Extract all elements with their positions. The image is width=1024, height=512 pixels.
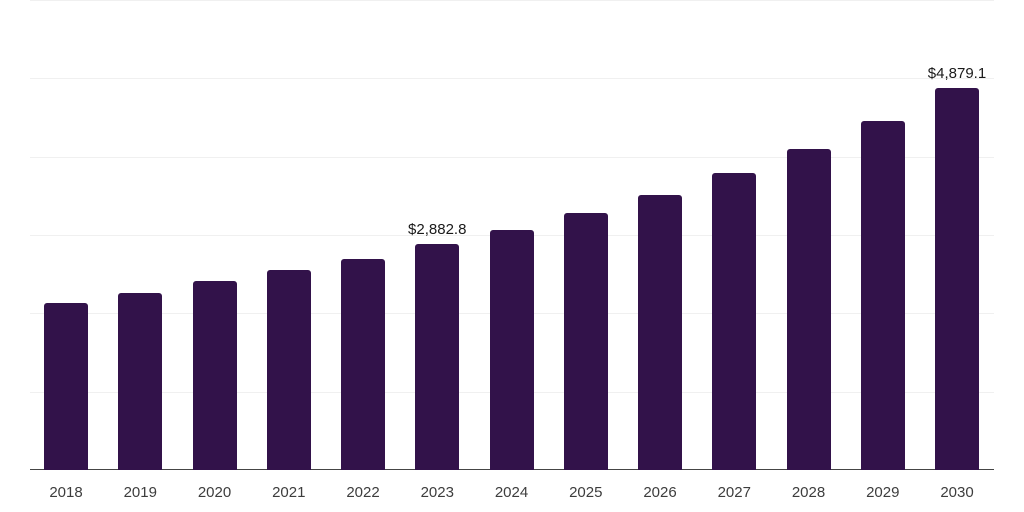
gridline-5000 [30, 78, 994, 80]
bar-2029 [860, 121, 905, 470]
x-tick-2021: 2021 [272, 484, 306, 501]
bar-2021 [266, 269, 311, 470]
x-axis-labels: 2018 2019 2020 2021 2022 2023 2024 2025 2026 2027… [0, 480, 1024, 512]
x-tick-2024: 2024 [494, 484, 529, 501]
bar-2028 [786, 148, 831, 470]
x-tick-2019: 2019 [123, 484, 157, 501]
gridline-6000 [30, 0, 994, 1]
x-tick-2022: 2022 [346, 484, 380, 501]
x-tick-2029: 2029 [866, 484, 900, 501]
x-tick-2025: 2025 [569, 484, 603, 501]
bar-2023 [415, 244, 460, 470]
x-tick-2018: 2018 [49, 484, 83, 501]
x-tick-2023: 2023 [420, 484, 454, 501]
x-tick-2030: 2030 [940, 484, 974, 501]
bar-2018 [44, 302, 88, 470]
value-label-2023: $2,882.8 [408, 221, 467, 239]
gridline-4000 [30, 156, 994, 158]
x-tick-2020: 2020 [197, 484, 232, 501]
x-tick-2028: 2028 [791, 484, 826, 501]
x-tick-2026: 2026 [643, 484, 677, 501]
plot-area: $2,882.8 $4,879.1 [30, 0, 994, 470]
bar-2027 [712, 173, 757, 470]
bar-2022 [341, 258, 385, 470]
bar-2025 [563, 213, 608, 470]
bar-2024 [489, 229, 534, 470]
value-label-2030: $4,879.1 [927, 64, 987, 82]
bar-2026 [638, 195, 682, 470]
bar-2019 [118, 292, 163, 470]
x-tick-2027: 2027 [717, 484, 751, 501]
bar-2020 [192, 281, 237, 470]
bar-2030 [935, 87, 979, 470]
